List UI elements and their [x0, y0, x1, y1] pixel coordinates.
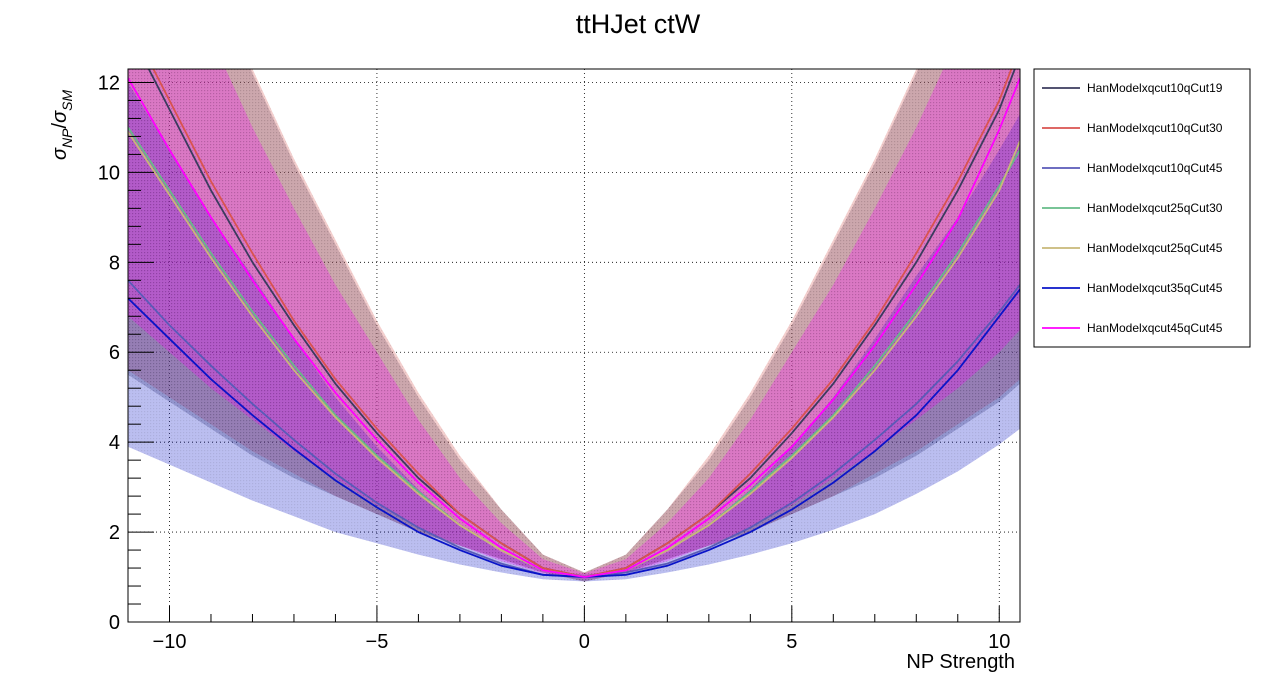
x-axis-label: NP Strength: [906, 651, 1015, 673]
uncertainty-bands: [128, 69, 1020, 582]
x-tick-label: 5: [786, 631, 797, 653]
chart-title: ttHJet ctW: [576, 9, 701, 39]
legend-entry: HanModelxqcut25qCut45: [1087, 241, 1223, 255]
y-tick-label: 2: [109, 522, 120, 544]
axis-ticks: −10 −5 0 5 10 0 2 4 6 8 10 12: [98, 72, 1011, 653]
legend-entry: HanModelxqcut10qCut19: [1087, 81, 1223, 95]
y-tick-label: 8: [109, 252, 120, 274]
plot-frame: [127, 68, 1021, 623]
series-lines: [128, 69, 1020, 578]
y-tick-label: 0: [109, 612, 120, 634]
x-tick-label: 10: [988, 631, 1010, 653]
y-tick-label: 10: [98, 162, 120, 184]
y-axis-label: σNP/σSM: [49, 90, 75, 160]
x-tick-label: 0: [579, 631, 590, 653]
svg-text:σNP/σSM: σNP/σSM: [49, 90, 75, 160]
y-tick-label: 12: [98, 72, 120, 94]
line-HanModelxqcut45qCut45: [128, 77, 1020, 578]
x-tick-label: −5: [366, 631, 389, 653]
legend-entry: HanModelxqcut25qCut30: [1087, 201, 1223, 215]
legend-entry: HanModelxqcut10qCut45: [1087, 161, 1223, 175]
y-tick-label: 6: [109, 342, 120, 364]
x-tick-label: −10: [153, 631, 187, 653]
legend-entry: HanModelxqcut10qCut30: [1087, 121, 1223, 135]
legend-entry: HanModelxqcut35qCut45: [1087, 281, 1223, 295]
legend-entry: HanModelxqcut45qCut45: [1087, 321, 1223, 335]
legend: HanModelxqcut10qCut19 HanModelxqcut10qCut…: [1033, 68, 1251, 348]
y-tick-label: 4: [109, 432, 120, 454]
